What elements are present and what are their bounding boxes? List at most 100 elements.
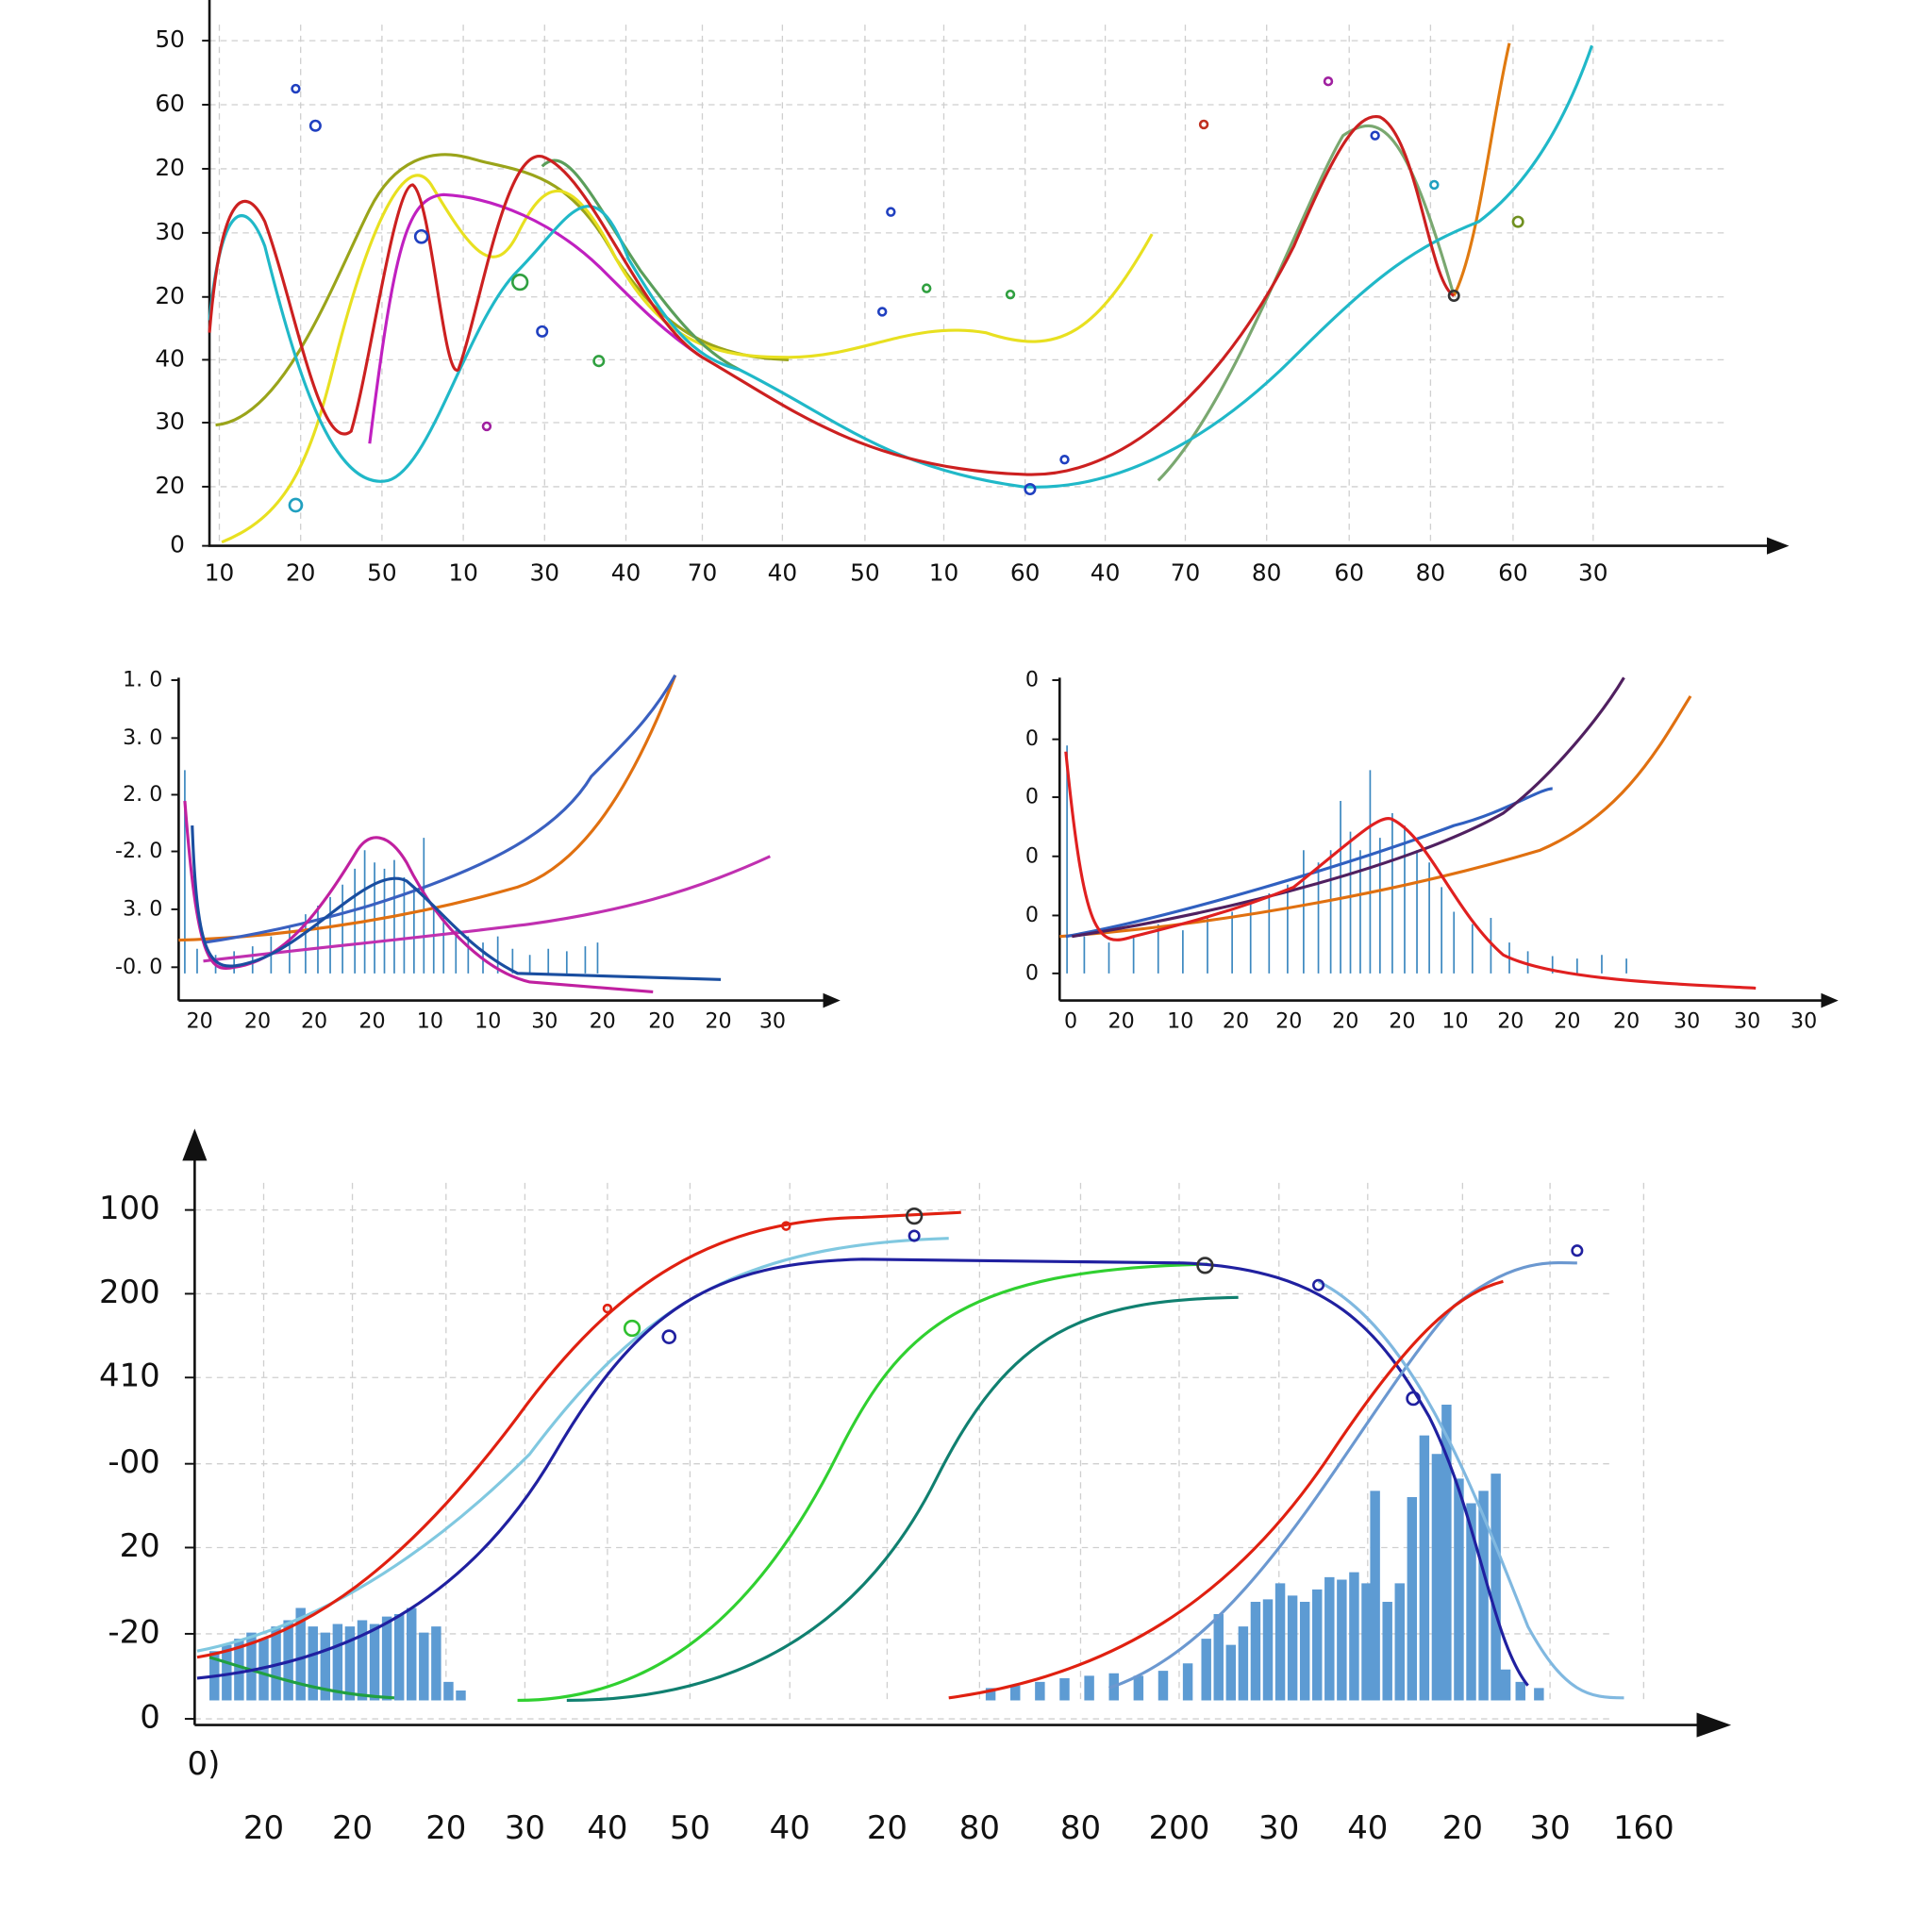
x-tick-label: 20 [1442,1809,1483,1847]
x-tick-label: 20 [1275,1008,1302,1033]
y-tick-label: -00 [108,1443,159,1481]
x-tick-label: 50 [367,559,397,587]
y-tick-label: 3. 0 [123,896,162,921]
y-tick-label: 100 [99,1190,160,1227]
y-tick-label: 20 [155,282,185,309]
x-tick-label: 80 [959,1809,1000,1847]
x-tick-label: 40 [770,1809,810,1847]
x-tick-label: 10 [1167,1008,1193,1033]
x-tick-label: 30 [1674,1008,1700,1033]
y-tick-label: -2. 0 [115,839,162,863]
y-tick-label: 30 [155,218,185,245]
y-tick-label: 60 [155,90,185,117]
axes [1058,677,1824,1002]
x-tick-label: 20 [286,559,316,587]
x-tick-label: 30 [530,559,560,587]
histogram [209,1404,1544,1701]
scatter-points [602,1208,1584,1407]
x-tick-label: 20 [1554,1008,1580,1033]
x-tick-label: 20 [425,1809,466,1847]
curves [178,674,771,993]
x-tick-label: 20 [1332,1008,1358,1033]
x-tick-label: 160 [1613,1809,1674,1847]
x-tick-label: 30 [531,1008,558,1033]
y-tick-label: 0 [1025,903,1039,927]
x-tick-label: 30 [1578,559,1608,587]
x-tick-label: 40 [587,1809,627,1847]
x-tick-label: 20 [1613,1008,1640,1033]
x-tick-label: 30 [1734,1008,1760,1033]
x-tick-label: 60 [1334,559,1364,587]
x-tick-label: 20 [1497,1008,1524,1033]
x-tick-label: 40 [611,559,641,587]
y-tick-label: 0 [1025,785,1039,809]
corner-label: 0) [188,1745,221,1783]
histogram [1066,745,1627,974]
y-tick-label: 0 [170,531,185,558]
x-tick-label: 20 [1223,1008,1249,1033]
y-tick-label: 0 [1025,960,1039,985]
x-tick-label: 40 [1347,1809,1388,1847]
y-tick-label: 0 [140,1699,160,1737]
axes [177,677,826,1002]
y-tick-label: 30 [155,408,185,435]
curves [1059,676,1757,991]
y-tick-label: 50 [155,25,185,53]
x-tick-label: 70 [688,559,718,587]
x-tick-label: 30 [1530,1809,1571,1847]
y-tick-label: 0 [1025,667,1039,691]
x-tick-label: 50 [670,1809,710,1847]
x-tick-label: 20 [358,1008,385,1033]
scatter-points [288,75,1524,513]
curves [196,1210,1624,1703]
x-tick-label: 40 [768,559,798,587]
x-tick-label: 20 [301,1008,327,1033]
x-tick-label: 80 [1416,559,1446,587]
x-tick-label: 60 [1498,559,1528,587]
x-tick-label: 20 [867,1809,908,1847]
arrow [823,992,841,1008]
y-tick-label: 410 [99,1357,160,1395]
y-tick-label: -0. 0 [115,955,162,979]
x-tick-label: 80 [1252,559,1282,587]
y-tick-label: 3. 0 [123,725,162,750]
axes [193,1152,1713,1726]
x-tick-label: 20 [590,1008,616,1033]
x-tick-label: 30 [759,1008,786,1033]
arrow [1821,992,1839,1008]
x-tick-label: 10 [205,559,235,587]
y-tick-label: 0 [1025,843,1039,868]
x-tick-label: 0 [1064,1008,1077,1033]
x-tick-label: 20 [244,1008,271,1033]
x-tick-label: 40 [1091,559,1121,587]
x-tick-label: 30 [1258,1809,1299,1847]
x-tick-label: 30 [505,1809,545,1847]
x-tick-label: 20 [1389,1008,1415,1033]
y-tick-label: 20 [155,472,185,499]
x-tick-label: 30 [1790,1008,1817,1033]
y-tick-label: 200 [99,1274,160,1311]
y-tick-label: 20 [155,154,185,181]
x-tick-label: 10 [448,559,478,587]
y-tick-label: 1. 0 [123,667,162,691]
x-tick-label: 20 [186,1008,212,1033]
y-tick-label: 20 [120,1527,160,1565]
x-tick-label: 20 [1108,1008,1134,1033]
x-tick-label: 80 [1060,1809,1101,1847]
x-tick-label: 10 [475,1008,501,1033]
x-tick-label: 60 [1010,559,1041,587]
y-tick-label: 40 [155,344,185,372]
x-tick-label: 10 [929,559,959,587]
y-tick-label: 0 [1025,726,1039,751]
axes [208,0,1774,547]
arrow [1766,537,1790,555]
y-tick-label: -20 [108,1613,159,1651]
x-tick-label: 20 [648,1008,675,1033]
x-tick-label: 20 [705,1008,731,1033]
x-tick-label: 20 [332,1809,373,1847]
curves [208,42,1593,544]
x-tick-label: 50 [850,559,880,587]
grids [194,25,1725,1720]
